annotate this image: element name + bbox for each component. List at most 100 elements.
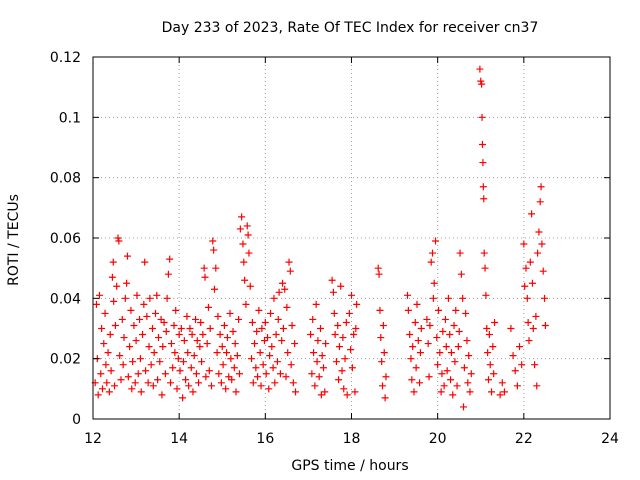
- data-point: [265, 385, 273, 393]
- data-point: [235, 370, 243, 378]
- data-point: [450, 321, 458, 329]
- data-point: [455, 328, 463, 336]
- data-point: [433, 334, 441, 342]
- data-point: [314, 337, 322, 345]
- y-tick-label: 0.12: [50, 50, 81, 66]
- data-point: [529, 325, 537, 332]
- data-point: [464, 379, 472, 387]
- data-point: [216, 331, 224, 339]
- data-point: [460, 403, 468, 411]
- data-point: [456, 249, 464, 257]
- data-point: [114, 234, 122, 242]
- data-point: [322, 340, 330, 348]
- data-point: [146, 294, 154, 302]
- data-point: [124, 373, 132, 381]
- data-point: [98, 385, 106, 393]
- data-point: [381, 394, 389, 402]
- data-point: [212, 264, 220, 272]
- data-point: [275, 288, 283, 296]
- data-point: [337, 282, 345, 290]
- data-point: [312, 300, 320, 308]
- data-point: [339, 334, 347, 342]
- data-point: [411, 318, 419, 326]
- data-point: [531, 361, 539, 369]
- data-point: [413, 300, 421, 308]
- data-point: [103, 379, 111, 387]
- data-point: [481, 264, 489, 272]
- data-point: [186, 325, 194, 332]
- data-point: [203, 340, 211, 348]
- x-axis-title: GPS time / hours: [291, 458, 408, 474]
- data-point: [160, 318, 168, 326]
- data-point: [437, 388, 445, 396]
- data-point: [180, 337, 188, 345]
- data-point: [184, 349, 192, 357]
- data-point: [164, 270, 172, 278]
- data-point: [532, 312, 540, 320]
- data-point: [109, 258, 117, 266]
- data-point: [521, 282, 529, 290]
- data-point: [171, 349, 179, 357]
- data-point: [534, 249, 542, 257]
- data-point: [233, 352, 241, 360]
- data-point: [347, 346, 355, 354]
- data-point: [409, 343, 417, 351]
- x-tick-label: 12: [84, 431, 102, 447]
- y-tick-label: 0.1: [59, 110, 81, 126]
- data-point: [154, 334, 162, 342]
- data-point: [489, 343, 497, 351]
- data-point: [447, 349, 455, 357]
- data-point: [151, 309, 159, 317]
- data-point: [174, 355, 182, 363]
- data-point: [156, 358, 164, 366]
- y-tick-label: 0: [72, 412, 81, 428]
- data-point: [485, 331, 493, 339]
- data-point: [137, 388, 145, 396]
- data-point: [287, 361, 295, 369]
- data-point: [95, 291, 103, 299]
- data-point: [496, 391, 504, 399]
- data-point: [227, 355, 235, 363]
- data-point: [157, 315, 165, 323]
- data-point: [535, 228, 543, 236]
- data-point: [351, 388, 359, 396]
- data-point: [111, 321, 119, 329]
- data-point: [541, 321, 549, 329]
- data-point: [177, 325, 185, 332]
- data-point: [454, 343, 462, 351]
- data-point: [104, 349, 112, 357]
- data-point: [207, 382, 215, 390]
- data-point: [524, 318, 532, 326]
- data-point: [340, 385, 348, 393]
- data-point: [130, 321, 138, 329]
- data-point: [232, 388, 240, 396]
- data-point: [281, 285, 289, 293]
- data-point: [121, 294, 129, 302]
- data-point: [377, 334, 385, 342]
- data-point: [136, 315, 144, 323]
- data-point: [262, 370, 270, 378]
- data-point: [269, 364, 277, 372]
- data-point: [116, 352, 124, 360]
- data-point: [311, 382, 319, 390]
- data-point: [444, 294, 452, 302]
- data-point: [408, 376, 416, 384]
- data-point: [436, 349, 444, 357]
- data-point: [261, 318, 269, 326]
- data-point: [271, 379, 279, 387]
- data-point: [205, 367, 213, 375]
- data-point: [147, 361, 155, 369]
- data-point: [245, 249, 253, 257]
- data-point: [483, 325, 491, 332]
- data-point: [525, 337, 533, 345]
- data-point: [197, 318, 205, 326]
- data-point: [162, 328, 170, 336]
- data-point: [278, 337, 286, 345]
- data-point: [443, 367, 451, 375]
- data-point: [97, 370, 105, 378]
- data-point: [404, 306, 412, 314]
- data-point: [153, 291, 161, 299]
- data-point: [188, 331, 196, 339]
- x-tick-label: 22: [515, 431, 533, 447]
